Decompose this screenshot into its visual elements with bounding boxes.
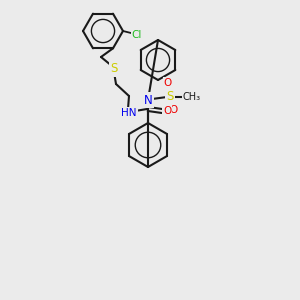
Text: O: O xyxy=(164,78,172,88)
Text: S: S xyxy=(110,62,118,76)
Text: HN: HN xyxy=(121,108,137,118)
Text: O: O xyxy=(163,106,171,116)
Text: S: S xyxy=(166,91,174,103)
Text: CH₃: CH₃ xyxy=(183,92,201,102)
Text: Cl: Cl xyxy=(132,30,142,40)
Text: O: O xyxy=(169,105,177,115)
Text: N: N xyxy=(144,94,152,106)
